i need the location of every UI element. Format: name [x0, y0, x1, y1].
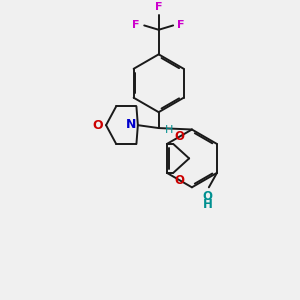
Text: H: H — [165, 124, 173, 134]
Text: O: O — [174, 130, 184, 142]
Text: H: H — [202, 198, 212, 211]
Text: F: F — [132, 20, 140, 30]
Text: O: O — [202, 190, 212, 202]
Text: O: O — [92, 119, 103, 132]
Text: F: F — [155, 2, 162, 12]
Text: O: O — [174, 174, 184, 187]
Text: F: F — [178, 20, 185, 30]
Text: N: N — [126, 118, 137, 130]
